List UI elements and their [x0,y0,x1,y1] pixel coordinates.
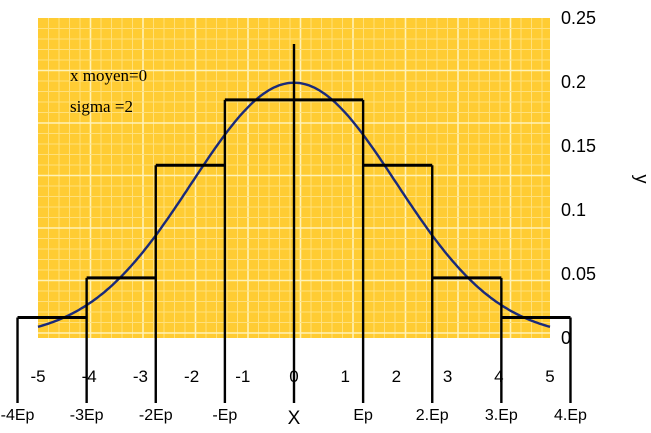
ep-label: 4.Ep [554,407,587,424]
ep-label: -Ep [212,407,237,424]
tick-labels: -5 -4 -3 -2 -1 0 1 2 3 4 500.050.10.150.20.25-4Ep -… [1,8,596,424]
y-tick-label: 0.05 [561,264,596,284]
y-tick-label: 0.15 [561,136,596,156]
x-axis-label: X [288,408,301,429]
x-tick-label: 0 [289,367,298,386]
x-tick-label: -3 [133,367,148,386]
ep-label: Ep [353,407,373,424]
x-tick-label: 5 [545,367,554,386]
ep-label: -3Ep [70,407,104,424]
ep-label: -4Ep [1,407,35,424]
annotation-sigma: sigma =2 [70,97,133,116]
ep-label: 3.Ep [485,407,518,424]
x-tick-label: -5 [30,367,45,386]
x-tick-label: -4 [82,367,97,386]
ep-label: 2.Ep [416,407,449,424]
y-tick-label: 0.2 [561,72,586,92]
y-tick-label: 0.25 [561,8,596,28]
x-tick-label: -1 [235,367,250,386]
x-tick-label: 3 [443,367,452,386]
y-axis-label: y [632,175,651,184]
y-tick-label: 0 [561,328,571,348]
ep-label: -2Ep [139,407,173,424]
y-tick-label: 0.1 [561,200,586,220]
x-tick-label: 1 [340,367,349,386]
x-tick-label: 4 [494,367,503,386]
x-tick-label: 2 [392,367,401,386]
histogram-steps [16,98,572,403]
x-tick-label: -2 [184,367,199,386]
annotation-mean: x moyen=0 [70,66,147,85]
